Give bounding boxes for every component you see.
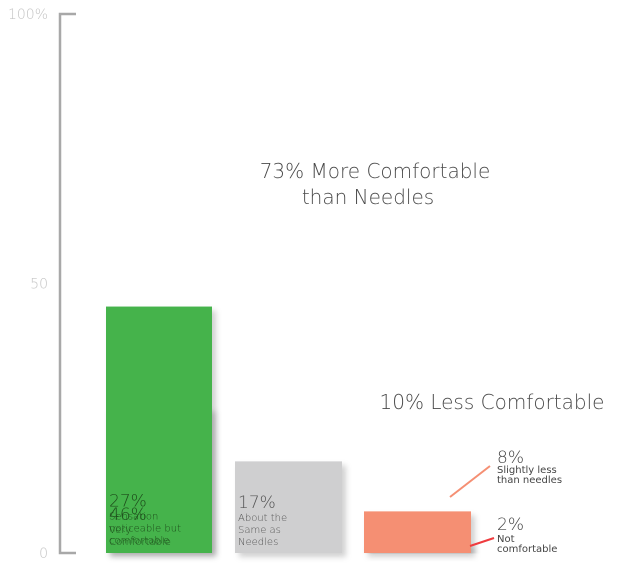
bar-description-label: Same as: [238, 525, 281, 536]
y-axis-line: [58, 12, 76, 555]
bar-segment-17pct: [235, 461, 342, 553]
bar-description-label: Slightly less: [497, 465, 557, 476]
bar-value-label: 2%: [497, 515, 524, 535]
bar-description-label: than needles: [497, 475, 562, 486]
bar-value-label: 17%: [238, 493, 276, 513]
bar-segment-46pct: [106, 306, 212, 553]
group-title-more-comfortable: 73% More Comfortable: [260, 159, 491, 183]
bar-description-label: Very: [109, 525, 131, 536]
bar-description-label: Comfortable: [109, 537, 171, 548]
bar-description-label: Needles: [238, 537, 278, 548]
callout-line-8pct: [449, 465, 491, 498]
bar-description-label: comfortable: [497, 544, 557, 555]
bar-value-label: 46%: [109, 505, 147, 525]
bar-value-label: 27%: [109, 492, 147, 512]
y-tick-label-50: 50: [30, 277, 48, 293]
bar-segment-8pct: [364, 511, 471, 553]
bar-value-label: 8%: [497, 448, 524, 468]
bar-description-label: comfortable: [109, 536, 169, 547]
y-tick-label-100pct: 100%: [8, 7, 48, 23]
bar-description-label: About the: [238, 513, 287, 524]
bar-description-label: noticeable but: [109, 524, 181, 535]
bar-description-label: Sensation: [109, 512, 158, 523]
y-tick-label-0: 0: [39, 546, 48, 562]
bar-description-label: Not: [497, 534, 515, 545]
callout-line-2pct: [469, 537, 495, 547]
group-title-less-comfortable: 10% Less Comfortable: [380, 390, 605, 414]
group-title-more-comfortable-line2: than Needles: [302, 185, 434, 209]
